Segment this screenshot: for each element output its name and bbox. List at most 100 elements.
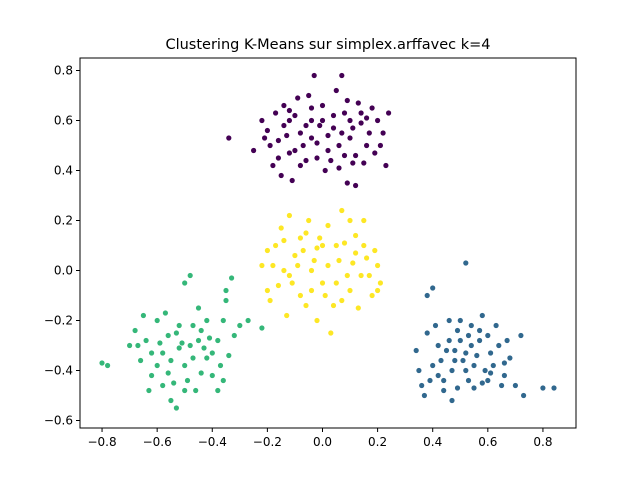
scatter-point	[173, 330, 179, 336]
scatter-point	[496, 342, 502, 349]
scatter-point	[377, 280, 383, 286]
scatter-point	[344, 180, 350, 186]
scatter-point	[314, 155, 320, 161]
scatter-point	[322, 292, 328, 299]
scatter-point	[435, 342, 441, 349]
scatter-point	[377, 142, 383, 149]
scatter-point	[333, 242, 339, 249]
scatter-point	[149, 350, 155, 356]
scatter-point	[195, 305, 202, 311]
scatter-point	[264, 247, 270, 254]
scatter-point	[314, 245, 320, 251]
scatter-point	[441, 387, 447, 394]
scatter-point	[162, 310, 168, 316]
scatter-point	[127, 342, 133, 349]
scatter-point	[223, 287, 229, 294]
scatter-point	[353, 250, 359, 256]
scatter-point	[286, 272, 292, 279]
scatter-point	[182, 387, 188, 394]
cluster-0	[226, 72, 392, 189]
points-layer	[99, 72, 557, 411]
scatter-point	[173, 405, 179, 411]
scatter-point	[308, 105, 315, 111]
scatter-point	[424, 330, 430, 336]
scatter-point	[430, 362, 436, 369]
scatter-point	[182, 280, 188, 286]
scatter-point	[364, 142, 370, 149]
scatter-point	[452, 357, 458, 364]
scatter-point	[289, 280, 295, 286]
scatter-point	[416, 367, 422, 374]
scatter-point	[512, 382, 519, 389]
scatter-point	[424, 292, 430, 299]
scatter-point	[193, 387, 199, 394]
scatter-point	[278, 225, 284, 231]
scatter-point	[501, 360, 507, 366]
x-tick-label: 0.4	[423, 435, 442, 449]
scatter-point	[330, 125, 337, 131]
scatter-point	[314, 140, 320, 146]
scatter-point	[540, 385, 546, 391]
cluster-2	[99, 272, 265, 411]
scatter-point	[353, 182, 359, 189]
scatter-point	[275, 282, 281, 289]
scatter-point	[168, 357, 174, 364]
scatter-point	[333, 280, 339, 286]
scatter-point	[278, 172, 284, 179]
scatter-point	[245, 317, 251, 324]
scatter-point	[297, 130, 303, 136]
scatter-point	[267, 142, 273, 149]
scatter-point	[325, 147, 331, 154]
scatter-point	[369, 105, 375, 111]
scatter-point	[300, 247, 306, 254]
scatter-point	[160, 382, 166, 389]
scatter-point	[201, 345, 207, 351]
scatter-point	[281, 122, 287, 129]
scatter-point	[204, 317, 210, 324]
scatter-point	[347, 217, 353, 224]
scatter-point	[275, 155, 281, 161]
scatter-point	[471, 385, 477, 391]
plot-frame	[79, 57, 577, 429]
scatter-point	[485, 377, 491, 384]
scatter-point	[297, 235, 303, 241]
scatter-point	[452, 347, 458, 354]
scatter-point	[264, 287, 270, 294]
scatter-point	[251, 147, 257, 154]
scatter-point	[372, 150, 378, 156]
scatter-point	[499, 382, 505, 389]
scatter-point	[341, 110, 348, 116]
scatter-point	[308, 135, 315, 141]
scatter-point	[430, 285, 436, 291]
scatter-point	[325, 222, 331, 229]
scatter-point	[474, 352, 480, 359]
scatter-point	[311, 72, 317, 79]
scatter-point	[441, 377, 447, 384]
x-tick-label: −0.8	[87, 435, 116, 449]
scatter-point	[154, 317, 160, 324]
scatter-point	[303, 302, 309, 309]
scatter-point	[273, 110, 279, 116]
scatter-point	[237, 322, 243, 329]
scatter-point	[361, 217, 367, 224]
scatter-point	[286, 212, 292, 219]
scatter-point	[435, 372, 441, 379]
scatter-point	[209, 372, 215, 379]
x-tick-label: 0.2	[368, 435, 387, 449]
scatter-point	[366, 130, 372, 136]
scatter-point	[286, 150, 292, 156]
scatter-point	[383, 162, 389, 169]
scatter-point	[336, 257, 342, 264]
x-tick-label: 0.8	[533, 435, 552, 449]
scatter-point	[468, 342, 474, 349]
scatter-point	[339, 207, 345, 214]
y-tick-label: 0.8	[54, 64, 73, 78]
scatter-point	[369, 292, 375, 299]
scatter-point	[507, 355, 513, 361]
x-tick-label: 0.0	[313, 435, 332, 449]
scatter-point	[350, 260, 356, 266]
scatter-point	[160, 350, 166, 356]
scatter-point	[366, 272, 372, 279]
scatter-point	[419, 382, 425, 389]
scatter-point	[314, 317, 320, 324]
